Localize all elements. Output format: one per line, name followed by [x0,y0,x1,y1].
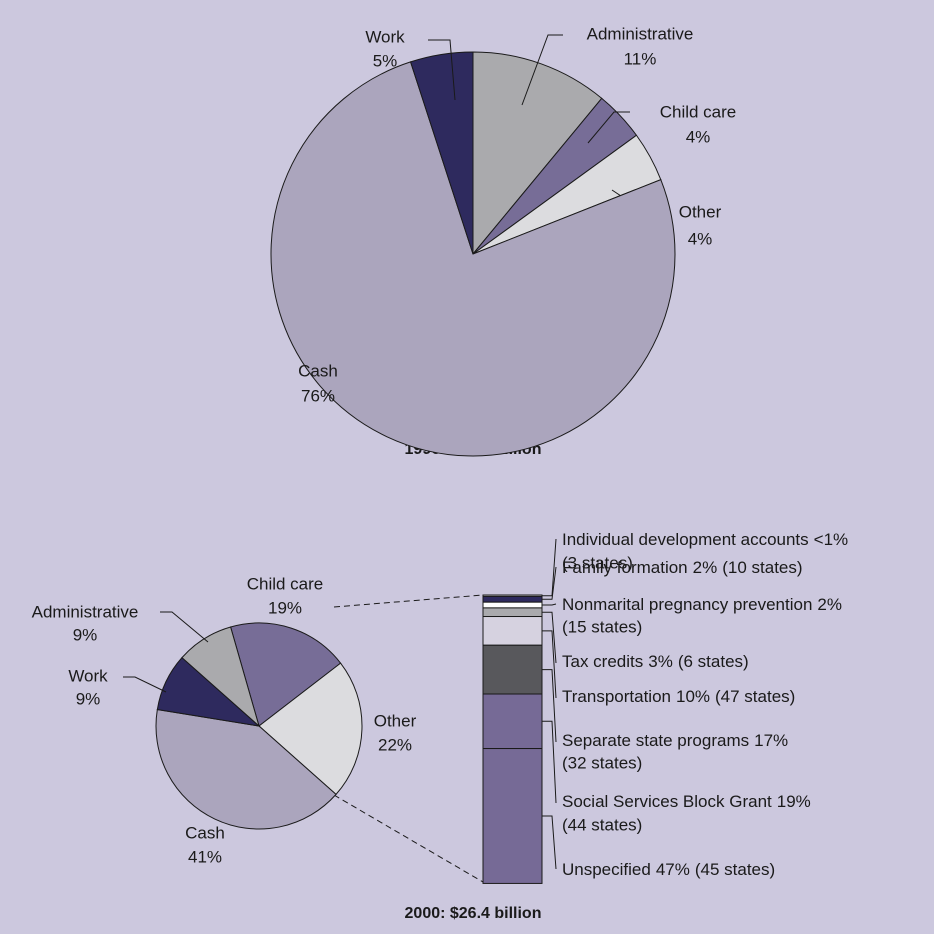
segment-category: Family formation [562,558,688,577]
segment-category: Nonmarital pregnancy prevention [562,595,812,614]
bar-segment [482,616,543,646]
segment-category: Individual development accounts [562,530,809,549]
leader-line [542,611,557,664]
segment-note: (10 states) [722,558,802,577]
slice-value-label: 9% [76,689,101,708]
connector [333,594,484,608]
slice-value-label: 4% [688,229,713,248]
segment-label: Unspecified 47% (45 states) [562,860,775,879]
segment-category: Social Services Block Grant [562,792,772,811]
leader-line [542,630,557,699]
segment-note: (47 states) [715,687,795,706]
pie-slice [155,708,337,830]
bar-segment [482,644,543,695]
segment-label: Social Services Block Grant 19% [562,792,811,811]
segment-value-label: <1% [814,530,849,549]
pie-slice [270,61,676,457]
leader-line [542,669,557,743]
slice-label: Administrative [32,602,139,621]
segment-value-label: 19% [777,792,811,811]
leader-line [428,39,456,101]
slice-value-label: 19% [268,598,302,617]
segment-note: (44 states) [562,815,642,834]
segment-value-label: 2% [817,595,842,614]
slice-value-label: 9% [73,625,98,644]
leader-line [587,111,630,144]
slice-value-label: 76% [301,386,335,405]
segment-value-label: 3% [648,652,673,671]
leader-line [521,34,563,106]
segment-value-label: 47% [656,860,690,879]
slice-label: Child care [660,102,737,121]
segment-label: Transportation 10% (47 states) [562,687,795,706]
slice-label: Administrative [587,24,694,43]
leader-line [160,611,209,643]
slice-label: Work [68,666,108,685]
segment-note: (15 states) [562,617,642,636]
segment-note: (45 states) [695,860,775,879]
segment-category: Transportation [562,687,671,706]
connector [333,794,484,883]
pie-slice [409,51,474,255]
bar-segment [482,607,543,618]
segment-value-label: 2% [693,558,718,577]
segment-value-label: 17% [754,731,788,750]
segment-label: Nonmarital pregnancy prevention 2% [562,595,842,614]
slice-label: Other [679,202,722,221]
leader-line [542,566,557,600]
segment-label: Family formation 2% (10 states) [562,558,803,577]
pie-slice [229,622,342,727]
slice-label: Other [374,711,417,730]
slice-label: Child care [247,574,324,593]
leader-line [542,815,557,870]
leader-line [542,603,557,606]
segment-label: Individual development accounts <1% [562,530,848,549]
segment-label: Separate state programs 17% [562,731,788,750]
segment-category: Unspecified [562,860,651,879]
segment-label: Tax credits 3% (6 states) [562,652,749,671]
segment-category: Tax credits [562,652,643,671]
slice-value-label: 22% [378,735,412,754]
pie-slice [258,662,363,796]
slice-value-label: 11% [624,49,657,68]
leader-line [123,676,167,693]
segment-note: (32 states) [562,753,642,772]
segment-note: (3 states) [562,553,633,572]
segment-category: Separate state programs [562,731,749,750]
slice-value-label: 4% [686,127,711,146]
slice-value-label: 5% [373,51,398,70]
chart-title: 2000: $26.4 billion [405,905,542,922]
slice-label: Cash [298,361,338,380]
leader-line [542,720,557,804]
segment-note: (6 states) [678,652,749,671]
bar-segment [482,748,543,884]
segment-value-label: 10% [676,687,710,706]
slice-label: Work [365,27,405,46]
slice-value-label: 41% [188,847,222,866]
bar-segment [482,601,543,609]
pie-slice [472,51,603,256]
bar-segment [482,693,543,750]
slice-label: Cash [185,823,225,842]
bar-segment [482,595,543,603]
